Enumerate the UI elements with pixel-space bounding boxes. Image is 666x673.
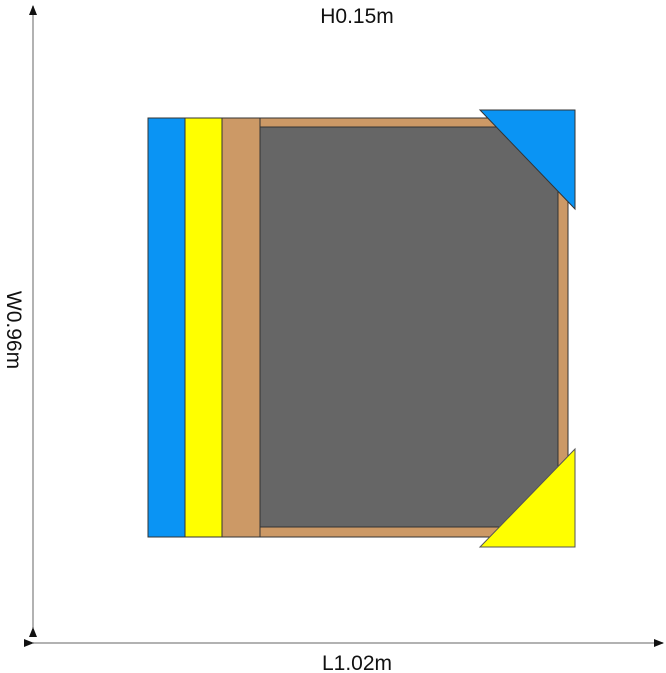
height-label: H0.15m [320,5,394,28]
length-label: L1.02m [322,652,392,673]
sand-area [259,126,559,528]
blue-strip [147,117,186,538]
yellow-corner-seat [478,447,576,548]
width-label: W0.96m [2,291,25,369]
wood-seat-board [221,117,261,538]
blue-corner-seat [478,109,576,211]
yellow-strip [184,117,223,538]
